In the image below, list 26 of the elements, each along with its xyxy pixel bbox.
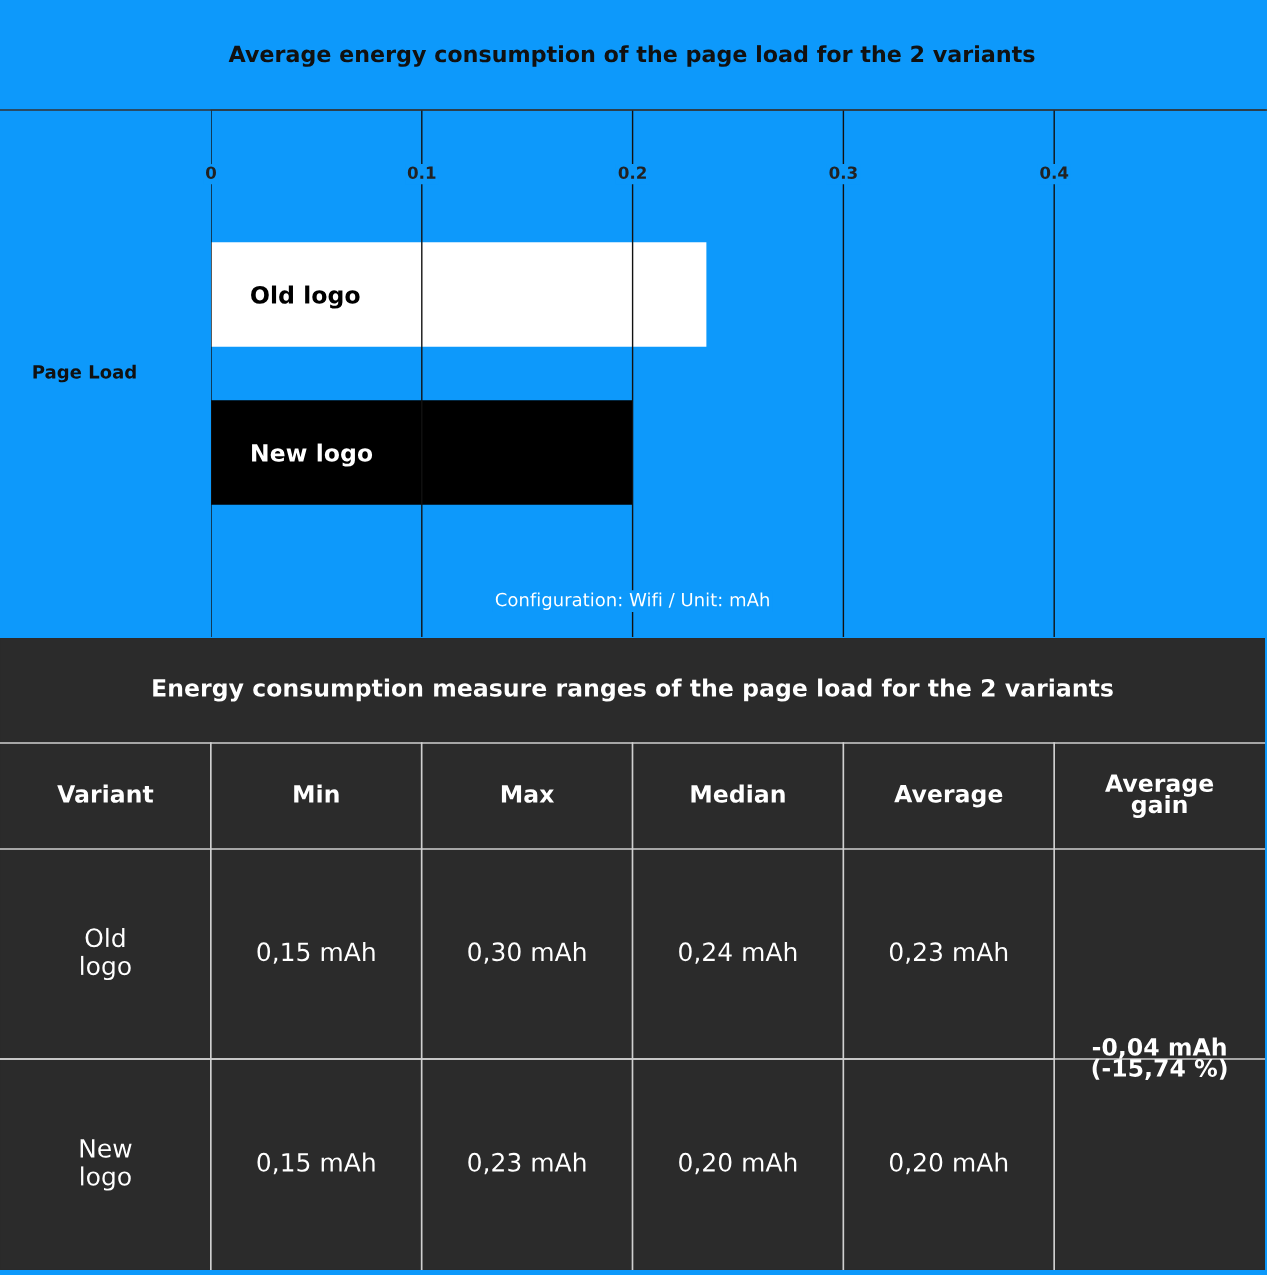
- text: 0,20 mAh: [679, 1152, 797, 1175]
- text: Variant: [57, 784, 154, 803]
- category-label: New logo: [80, 1139, 132, 1191]
- text: -0,04 mAh (-15,74 %): [1092, 1037, 1227, 1080]
- category-label: Median: [691, 784, 785, 803]
- category-label: Old logo: [81, 927, 131, 981]
- chart-title: Average energy consumption of the page load for the 2 variants: [228, 45, 1035, 67]
- x-tick-label: 0.4: [1040, 166, 1069, 179]
- text: 0,15 mAh: [257, 1152, 375, 1175]
- y-axis-title: Page Load: [33, 364, 136, 383]
- x-tick-label: 0.2: [618, 166, 646, 179]
- x-tick-label: 0: [206, 166, 216, 179]
- text: 0,30 mAh: [468, 941, 586, 964]
- category-label: Average: [894, 785, 1003, 808]
- text: 0,23 mAh: [468, 1152, 586, 1175]
- text: 0,20 mAh: [889, 1152, 1008, 1175]
- x-tick-label: 0.1: [407, 166, 436, 179]
- annotation: Configuration: Wifi / Unit: mAh: [495, 592, 769, 610]
- text: 0,15 mAh: [257, 941, 375, 964]
- category-label: Average gain: [1105, 774, 1214, 819]
- category-label: Max: [501, 785, 555, 803]
- category-label: Min: [294, 784, 339, 803]
- text: 0,24 mAh: [679, 941, 797, 964]
- text: 0,23 mAh: [889, 941, 1008, 964]
- text: Energy consumption measure ranges of the page load for the 2 variants: [153, 678, 1113, 702]
- x-tick-label: 0.3: [829, 166, 857, 179]
